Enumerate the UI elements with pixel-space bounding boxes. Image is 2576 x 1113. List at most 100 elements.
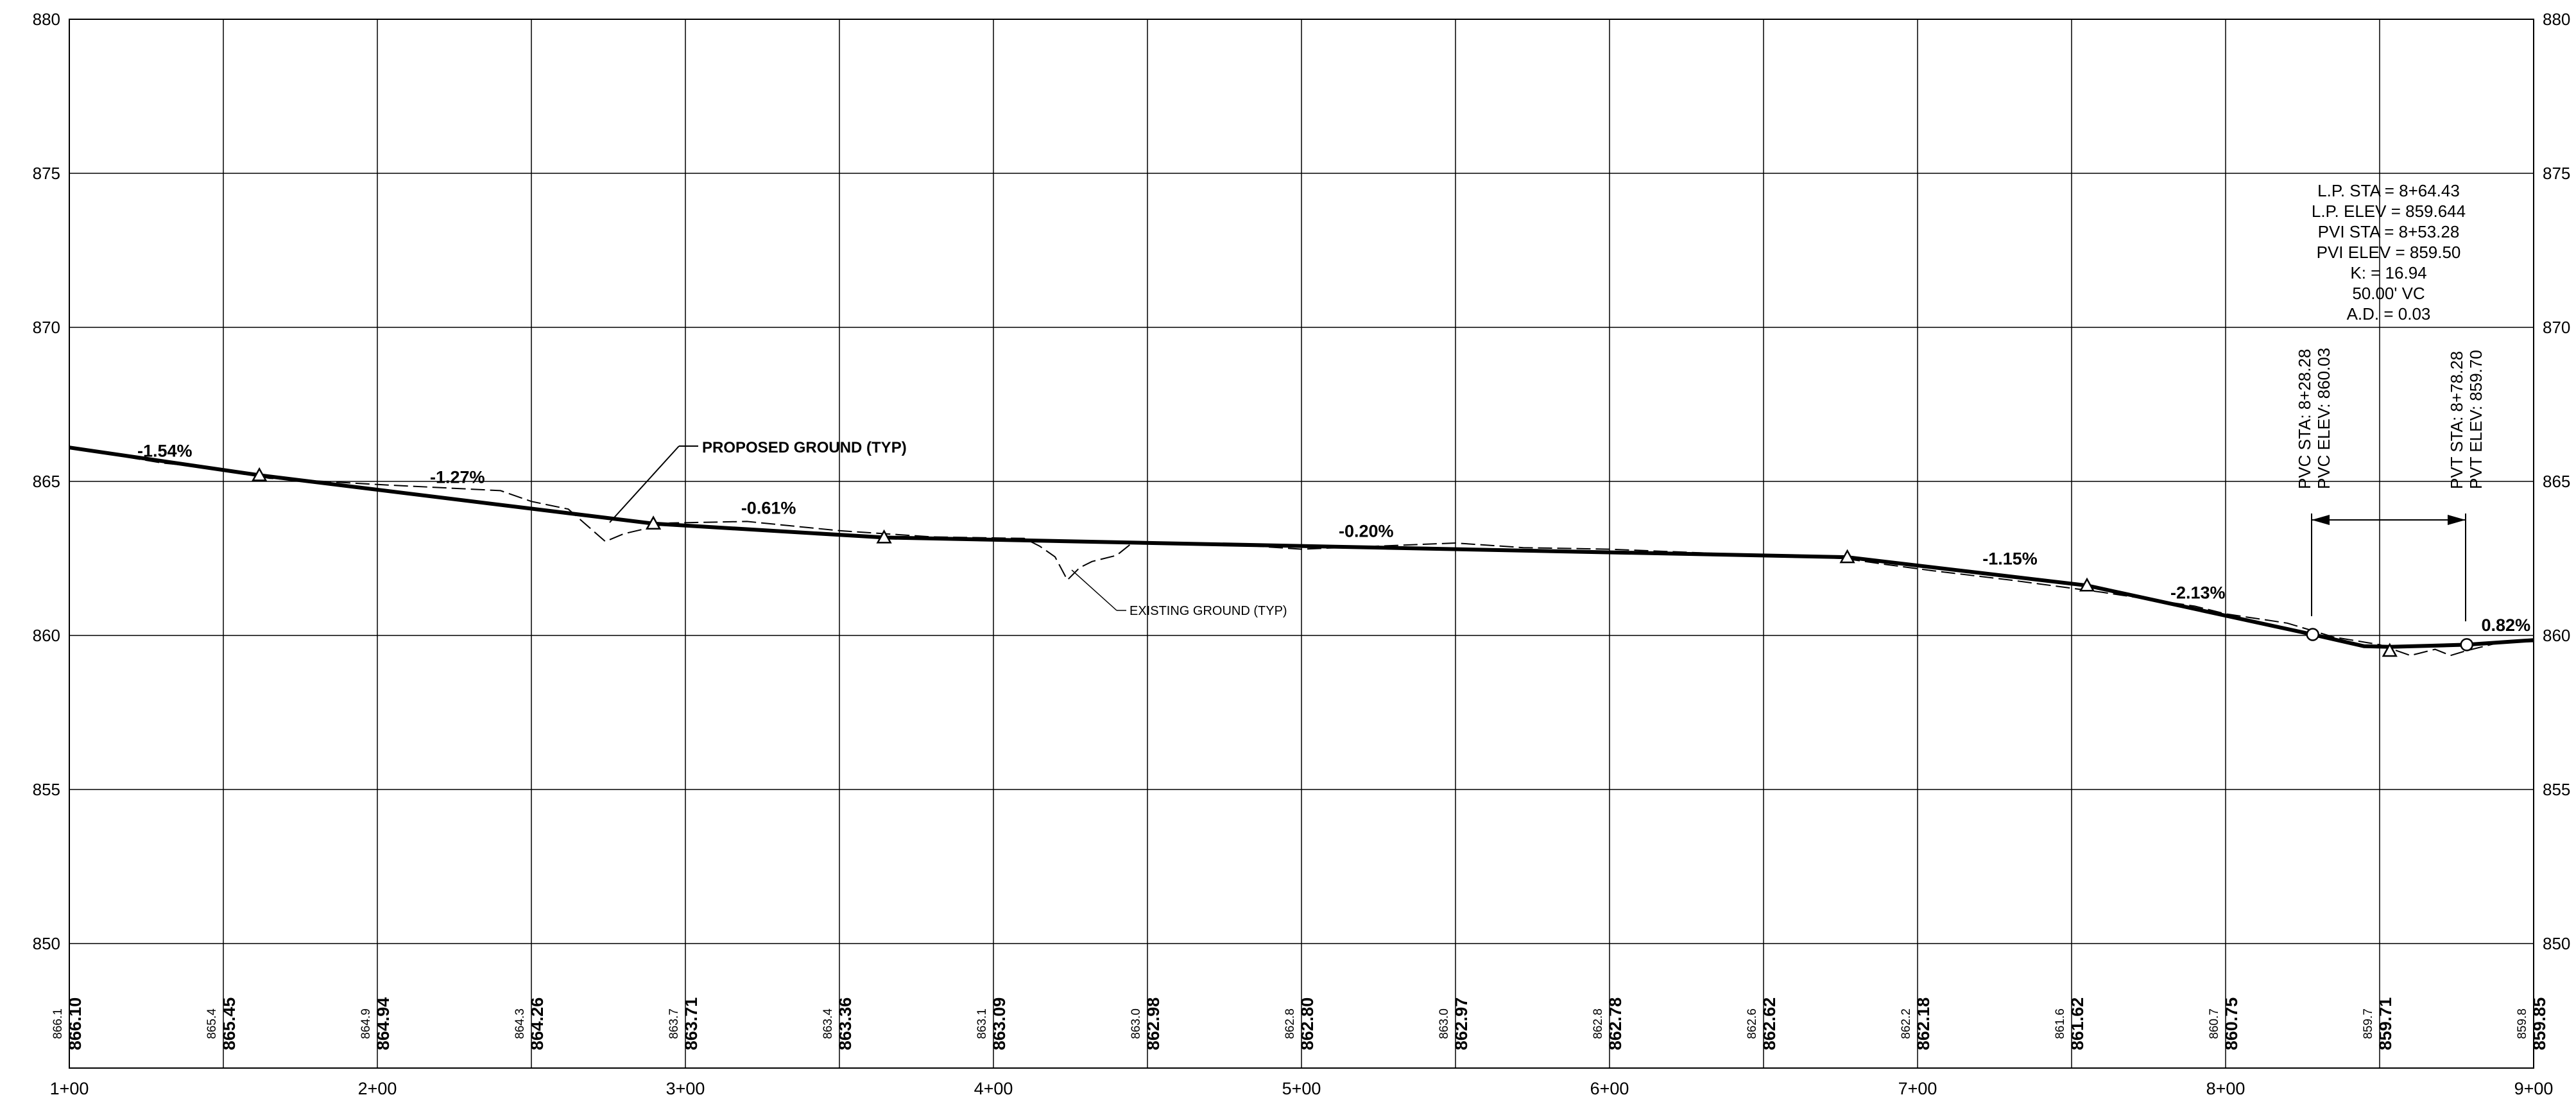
curve-table: L.P. STA = 8+64.43 L.P. ELEV = 859.644 P… [2312, 181, 2466, 324]
grade-label: -1.15% [1982, 549, 2038, 569]
proposed-ground-line [69, 445, 2534, 649]
pvc-sta-label: PVC STA: 8+28.28 [2295, 349, 2314, 489]
vertical-curve-markers [2306, 628, 2473, 651]
station-tick-label: 4+00 [974, 1079, 1013, 1098]
pvc-elev-label: PVC ELEV: 860.03 [2314, 348, 2333, 489]
station-tick-label: 1+00 [50, 1079, 89, 1098]
grade-label: -0.61% [741, 498, 796, 517]
pvi-triangle-marker [2382, 643, 2398, 657]
proposed-ground-callout: PROPOSED GROUND (TYP) [609, 439, 907, 523]
elevation-tick-label-right: 860 [2543, 626, 2570, 645]
existing-ground-label: EXISTING GROUND (TYP) [1129, 604, 1287, 618]
curve-length: 50.00' VC [2352, 284, 2425, 303]
existing-elevation-label: 866.1 [51, 1008, 65, 1039]
elevation-axis-labels: 880 880 875 875 870 870 865 865 860 860 855 855 850 8… [33, 10, 2571, 953]
proposed-elevation-label: 863.71 [682, 997, 701, 1051]
proposed-elevation-label: 864.26 [528, 997, 547, 1051]
proposed-elevation-label: 866.10 [65, 997, 85, 1051]
existing-elevation-label: 859.8 [2516, 1008, 2529, 1039]
proposed-elevation-label: 861.62 [2068, 997, 2087, 1051]
existing-elevation-label: 862.6 [1746, 1008, 1759, 1039]
grid-lines [69, 19, 2534, 1069]
proposed-elevation-label: 864.94 [374, 997, 393, 1051]
existing-elevation-label: 863.0 [1129, 1008, 1143, 1039]
station-tick-label: 9+00 [2514, 1079, 2554, 1098]
station-tick-label: 7+00 [1898, 1079, 1937, 1098]
existing-elevation-label: 859.7 [2362, 1008, 2375, 1039]
pvt-callout: PVT STA: 8+78.28 PVT ELEV: 859.70 [2447, 350, 2486, 489]
curve-k-value: K: = 16.94 [2350, 263, 2426, 282]
grade-label: -1.54% [137, 442, 193, 461]
dimension-arrow-left [2312, 515, 2330, 525]
station-tick-label: 3+00 [666, 1079, 705, 1098]
existing-elevation-label: 863.7 [667, 1008, 681, 1039]
existing-elevation-label: 863.1 [975, 1008, 989, 1039]
elevation-tick-label-left: 850 [33, 934, 60, 953]
existing-elevation-label: 862.8 [1284, 1008, 1297, 1039]
elevation-tick-label-right: 850 [2543, 934, 2570, 953]
grade-labels: -1.54% -1.27% -0.61% -0.20% -1.15% -2.13% 0.82… [137, 442, 2530, 635]
curve-point-marker [2460, 638, 2473, 651]
proposed-ground-series [69, 445, 2534, 649]
elevation-tick-label-right: 855 [2543, 780, 2570, 799]
curve-lp-sta: L.P. STA = 8+64.43 [2317, 181, 2460, 200]
grade-label: 0.82% [2482, 616, 2531, 635]
proposed-elevation-label: 862.78 [1606, 997, 1625, 1051]
pvi-triangle-marker [1839, 549, 1855, 564]
station-tick-label: 2+00 [358, 1079, 397, 1098]
proposed-elevation-label: 863.36 [836, 997, 855, 1051]
elevation-tick-label-left: 855 [33, 780, 60, 799]
grade-label: -0.20% [1339, 521, 1394, 540]
elevation-tick-label-left: 880 [33, 10, 60, 29]
existing-elevation-label: 862.2 [1900, 1008, 1913, 1039]
proposed-elevation-label: 862.18 [1914, 997, 1933, 1051]
grade-label: -2.13% [2170, 583, 2226, 602]
elevation-tick-label-right: 870 [2543, 318, 2570, 337]
proposed-elevation-label: 862.80 [1298, 997, 1317, 1051]
proposed-elevation-label: 862.62 [1760, 997, 1779, 1051]
curve-pvi-elev: PVI ELEV = 859.50 [2317, 243, 2461, 262]
curve-length-dimension [2311, 513, 2466, 621]
existing-elevation-label: 865.4 [205, 1008, 219, 1039]
proposed-ground-label: PROPOSED GROUND (TYP) [702, 439, 907, 456]
elevation-tick-label-right: 880 [2543, 10, 2570, 29]
existing-ground-callout: EXISTING GROUND (TYP) [1071, 569, 1287, 618]
pvi-triangle-marker [2079, 577, 2095, 592]
existing-elevation-label: 864.3 [513, 1008, 527, 1039]
existing-elevation-label: 864.9 [359, 1008, 373, 1039]
station-tick-label: 8+00 [2206, 1079, 2245, 1098]
elevation-tick-label-right: 865 [2543, 472, 2570, 491]
existing-elevation-label: 863.4 [821, 1008, 835, 1039]
proposed-elevation-label: 865.45 [219, 997, 239, 1051]
proposed-elevation-label: 862.97 [1452, 997, 1471, 1051]
pvt-elev-label: PVT ELEV: 859.70 [2466, 350, 2486, 489]
elevation-tick-label-right: 875 [2543, 164, 2570, 183]
elevation-tick-label-left: 875 [33, 164, 60, 183]
pvi-markers [252, 467, 2398, 657]
pvi-triangle-marker [876, 529, 892, 544]
proposed-elevation-label: 859.71 [2376, 997, 2395, 1051]
curve-ad: A.D. = 0.03 [2347, 304, 2431, 324]
elevation-tick-label-left: 865 [33, 472, 60, 491]
elevation-band-labels: 866.1 866.10 865.4 865.45 864.9 864.94 864.3 86… [51, 997, 2549, 1051]
proposed-callout-leader [609, 445, 680, 523]
proposed-elevation-label: 860.75 [2222, 997, 2241, 1051]
curve-lp-elev: L.P. ELEV = 859.644 [2312, 202, 2466, 221]
existing-callout-leader [1071, 569, 1117, 611]
existing-elevation-label: 861.6 [2054, 1008, 2067, 1039]
existing-elevation-label: 860.7 [2208, 1008, 2221, 1039]
station-axis-labels: 1+00 2+00 3+00 4+00 5+00 6+00 7+00 8+00 9+00 [50, 1079, 2554, 1098]
elevation-tick-label-left: 870 [33, 318, 60, 337]
proposed-elevation-label: 859.85 [2530, 997, 2549, 1051]
dimension-arrow-right [2448, 515, 2466, 525]
grade-label: -1.27% [430, 467, 485, 487]
station-tick-label: 6+00 [1590, 1079, 1629, 1098]
pvi-triangle-marker [645, 515, 662, 530]
curve-point-marker [2306, 628, 2319, 641]
pvc-callout: PVC STA: 8+28.28 PVC ELEV: 860.03 [2295, 348, 2333, 489]
proposed-elevation-label: 862.98 [1144, 997, 1163, 1051]
existing-elevation-label: 863.0 [1438, 1008, 1451, 1039]
elevation-tick-label-left: 860 [33, 626, 60, 645]
pvt-sta-label: PVT STA: 8+78.28 [2447, 351, 2466, 489]
